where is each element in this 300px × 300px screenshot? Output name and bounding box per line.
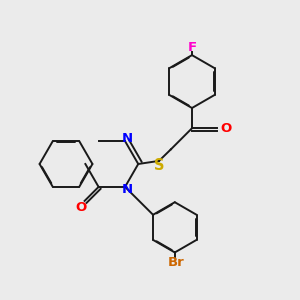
Text: S: S <box>154 158 164 173</box>
Text: Br: Br <box>168 256 185 269</box>
Text: N: N <box>122 183 133 196</box>
Text: N: N <box>122 132 133 145</box>
Text: O: O <box>220 122 231 135</box>
Text: F: F <box>188 41 196 54</box>
Text: O: O <box>76 201 87 214</box>
